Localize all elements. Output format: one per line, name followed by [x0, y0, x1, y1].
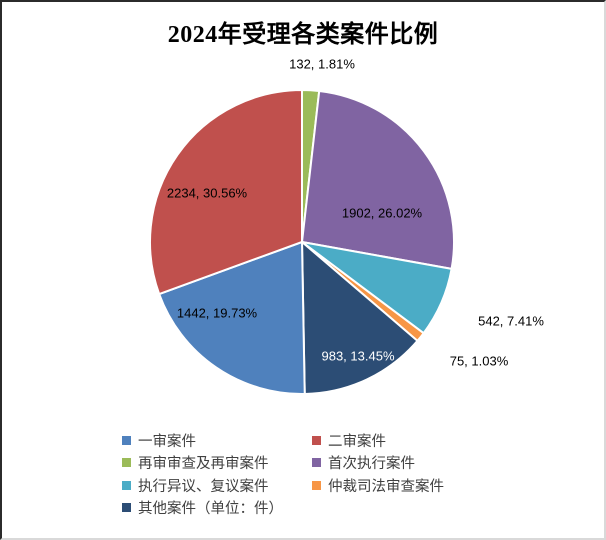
legend-swatch-icon: [122, 458, 131, 468]
legend-label: 二审案件: [328, 433, 386, 450]
legend: 一审案件 二审案件再审审查及再审案件 首次执行案件执行异议、复议案件 仲裁司法审查案件…: [122, 429, 444, 519]
pie-slice-2[interactable]: [301, 89, 455, 270]
legend-swatch-icon: [312, 435, 321, 445]
legend-swatch-icon: [122, 435, 131, 445]
legend-item-5[interactable]: 执行异议、复议案件: [122, 474, 312, 497]
legend-swatch-icon: [312, 480, 321, 490]
legend-label: 执行异议、复议案件: [138, 478, 269, 495]
legend-item-2[interactable]: 二审案件: [312, 429, 444, 452]
legend-item-4[interactable]: 首次执行案件: [312, 452, 444, 475]
legend-label: 一审案件: [138, 433, 196, 450]
legend-label: 再审审查及再审案件: [138, 456, 269, 473]
legend-swatch-icon: [312, 458, 321, 468]
pie-slice-7[interactable]: [149, 89, 303, 296]
legend-item-1[interactable]: 一审案件: [122, 429, 312, 452]
legend-label: 仲裁司法审查案件: [328, 478, 444, 495]
legend-swatch-icon: [122, 503, 131, 513]
legend-label: 首次执行案件: [328, 456, 415, 473]
pie-slice-5[interactable]: [301, 241, 419, 395]
legend-item-6[interactable]: 仲裁司法审查案件: [312, 474, 444, 497]
legend-item-7[interactable]: 其他案件（单位：件）: [122, 497, 312, 520]
legend-swatch-icon: [122, 480, 131, 490]
legend-label: 其他案件（单位：件）: [138, 501, 283, 518]
legend-item-3[interactable]: 再审审查及再审案件: [122, 452, 312, 475]
pie-slice-6[interactable]: [158, 241, 306, 395]
chart-title: 2024年受理各类案件比例: [167, 22, 439, 48]
